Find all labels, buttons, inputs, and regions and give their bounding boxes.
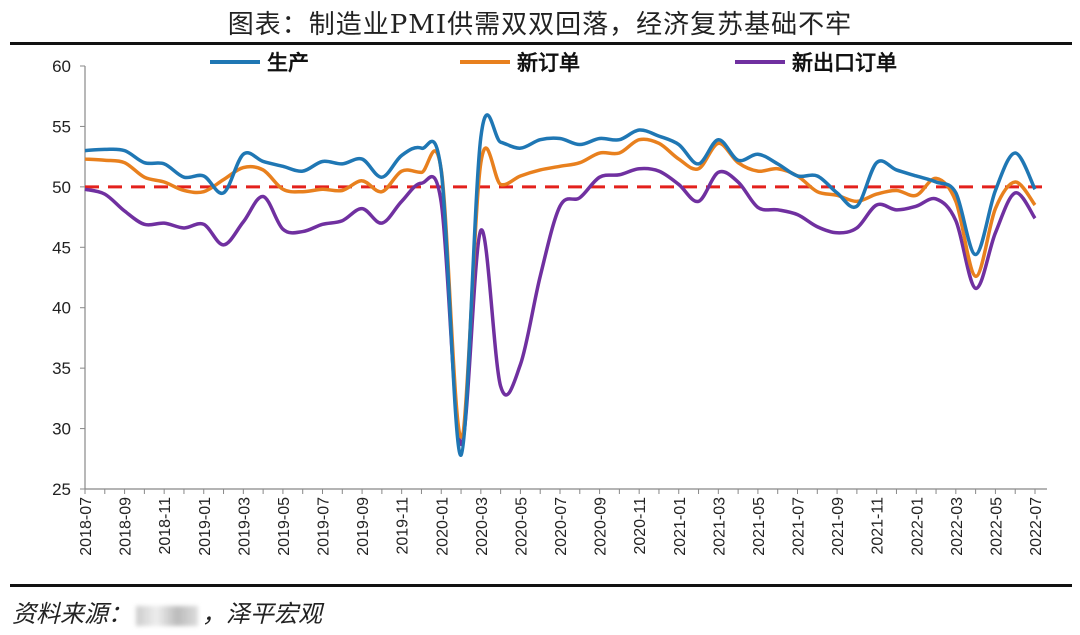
source-name: ，泽平宏观 xyxy=(202,600,322,628)
x-tick-label: 2022-05 xyxy=(988,497,1005,556)
x-tick-label: 2019-11 xyxy=(395,497,412,555)
x-tick-label: 2020-09 xyxy=(593,497,610,556)
top-rule xyxy=(10,42,1072,45)
x-tick-label: 2022-01 xyxy=(909,497,926,556)
y-tick-label: 45 xyxy=(52,238,71,257)
x-tick-label: 2019-03 xyxy=(236,497,253,556)
legend-label-1: 新订单 xyxy=(517,51,580,75)
x-tick-label: 2021-03 xyxy=(711,497,728,556)
x-tick-label: 2020-05 xyxy=(513,497,530,556)
x-tick-label: 2018-09 xyxy=(118,497,135,556)
legend-label-2: 新出口订单 xyxy=(792,51,897,75)
y-tick-label: 50 xyxy=(52,178,71,197)
x-tick-label: 2022-03 xyxy=(949,497,966,556)
series-line-1 xyxy=(84,137,1037,439)
y-tick-label: 25 xyxy=(52,480,71,499)
x-tick-label: 2020-01 xyxy=(434,497,451,556)
chart-title: 图表：制造业PMI供需双双回落，经济复苏基础不牢 xyxy=(227,10,853,40)
x-tick-label: 2021-01 xyxy=(672,497,689,556)
x-tick-label: 2020-03 xyxy=(474,497,491,556)
blurred-source xyxy=(136,605,198,626)
source-label: 资料来源： xyxy=(12,600,132,628)
x-tick-label: 2021-11 xyxy=(870,497,887,555)
x-tick-label: 2021-05 xyxy=(751,497,768,556)
y-tick-label: 30 xyxy=(52,420,71,439)
y-tick-label: 60 xyxy=(52,57,71,76)
x-tick-label: 2021-09 xyxy=(830,497,847,556)
x-tick-label: 2021-07 xyxy=(791,497,808,556)
x-tick-label: 2020-07 xyxy=(553,497,570,556)
x-tick-label: 2020-11 xyxy=(632,497,649,555)
y-tick-label: 35 xyxy=(52,359,71,378)
source-note: 资料来源： ，泽平宏观 xyxy=(12,594,322,629)
x-tick-label: 2019-09 xyxy=(355,497,372,556)
x-tick-label: 2018-11 xyxy=(157,497,174,555)
x-tick-label: 2019-05 xyxy=(276,497,293,556)
y-tick-label: 40 xyxy=(52,299,71,318)
y-tick-label: 55 xyxy=(52,117,71,136)
x-tick-label: 2022-07 xyxy=(1028,497,1045,556)
bottom-rule xyxy=(10,584,1072,587)
series-line-0 xyxy=(84,113,1037,457)
series-line-2 xyxy=(84,166,1037,447)
x-tick-label: 2019-07 xyxy=(316,497,333,556)
x-tick-label: 2018-07 xyxy=(78,497,95,556)
x-tick-label: 2019-01 xyxy=(197,497,214,556)
legend-label-0: 生产 xyxy=(267,51,309,75)
